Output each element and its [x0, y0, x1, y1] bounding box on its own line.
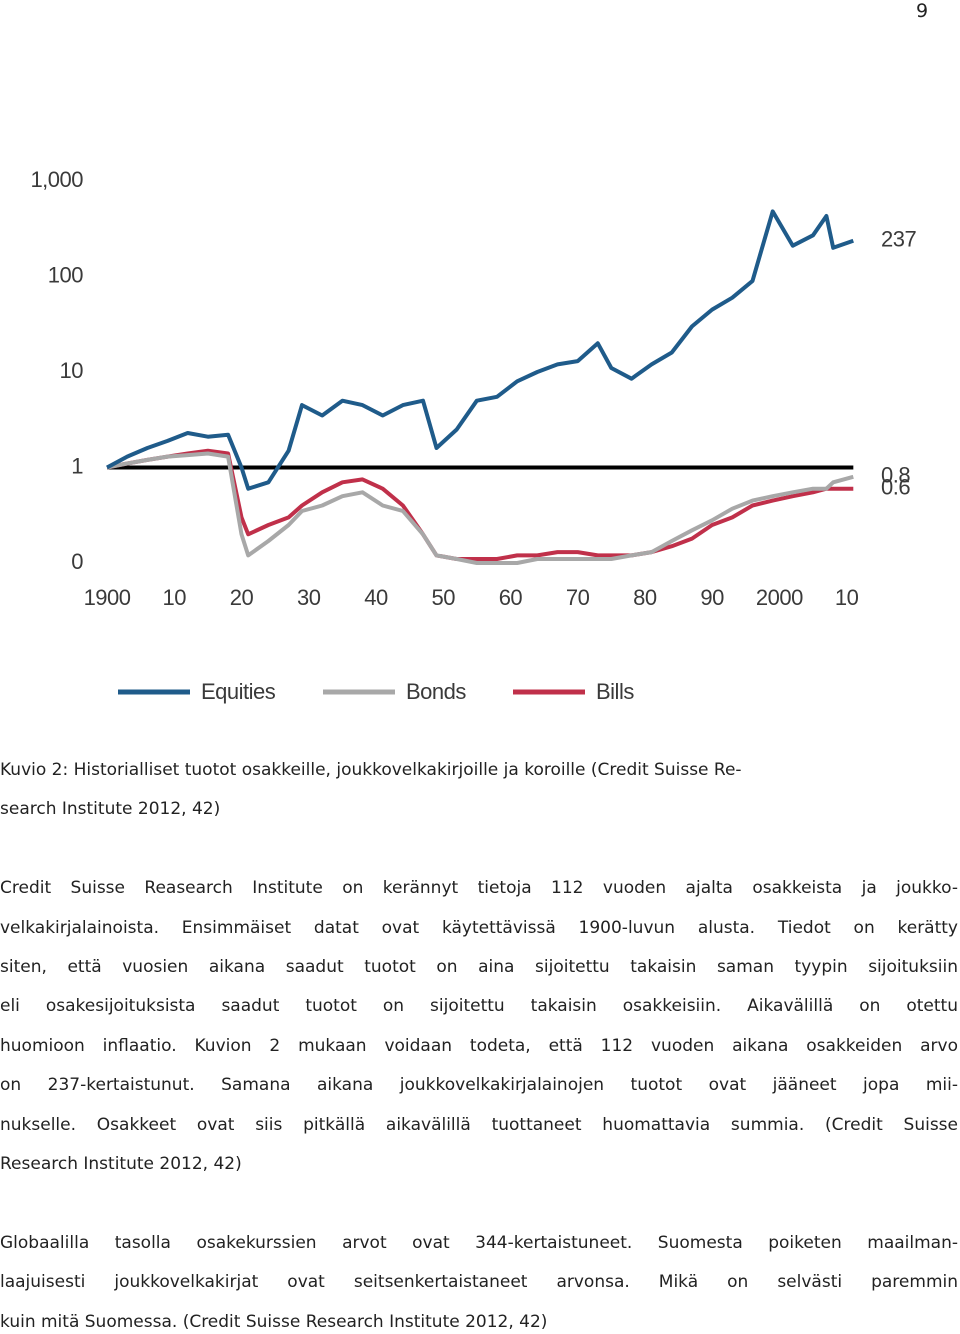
- x-tick-label: 80: [633, 585, 657, 610]
- x-tick-label: 10: [163, 585, 187, 610]
- y-tick-label: 10: [60, 358, 84, 383]
- x-tick-label: 1900: [84, 585, 131, 610]
- text-line: velkakirjalainoista. Ensimmäiset datat o…: [0, 917, 958, 938]
- legend-label: Bonds: [406, 679, 466, 704]
- series-line: [106, 209, 854, 491]
- text-line: eli osakesijoituksista saadut tuotot on …: [0, 996, 958, 1017]
- end-label: 0.8: [881, 463, 910, 488]
- x-tick-label: 10: [835, 585, 859, 610]
- text-line: huomioon inflaatio. Kuvion 2 mukaan void…: [0, 1035, 958, 1056]
- x-tick-label: 30: [297, 585, 321, 610]
- text-line: siten, että vuosien aikana saadut tuotot…: [0, 957, 958, 977]
- series-line: [106, 451, 854, 565]
- text-line: kuin mitä Suomessa. (Credit Suisse Resea…: [0, 1311, 548, 1332]
- x-tick-label: 60: [499, 585, 523, 610]
- x-tick-label: 70: [566, 585, 590, 610]
- series-line: [106, 448, 854, 561]
- x-tick-label: 40: [364, 585, 388, 610]
- y-tick-label: 1: [71, 453, 83, 478]
- text-line: search Institute 2012, 42): [0, 799, 221, 820]
- legend-label: Equities: [201, 679, 276, 704]
- text-line: Research Institute 2012, 42): [0, 1154, 242, 1174]
- y-tick-label: 100: [48, 262, 83, 287]
- x-tick-label: 2000: [756, 585, 803, 610]
- text-line: laajuisesti joukkovelkakirjat ovat seits…: [0, 1272, 958, 1293]
- text-line: Globaalilla tasolla osakekurssien arvot …: [0, 1232, 958, 1253]
- x-tick-label: 20: [230, 585, 254, 610]
- chart: 0 1 10 100 1,000 1900 10 20 30 40 50 60 70 80 90 2000 10…: [30, 167, 917, 704]
- text-line: Credit Suisse Reasearch Institute on ker…: [0, 878, 958, 899]
- x-tick-label: 50: [431, 585, 455, 610]
- end-label: 237: [881, 227, 916, 252]
- page-number: 9: [916, 0, 929, 22]
- x-tick-label: 90: [700, 585, 724, 610]
- y-tick-label: 0: [71, 549, 83, 574]
- text-line: Kuvio 2: Historialliset tuotot osakkeill…: [0, 760, 742, 780]
- legend-label: Bills: [596, 679, 634, 704]
- text-line: nukselle. Osakkeet ovat siis pitkällä ai…: [0, 1114, 958, 1135]
- text-line: on 237-kertaistunut. Samana aikana joukk…: [0, 1075, 958, 1096]
- end-label: 0.6: [881, 474, 910, 499]
- y-tick-label: 1,000: [30, 167, 83, 192]
